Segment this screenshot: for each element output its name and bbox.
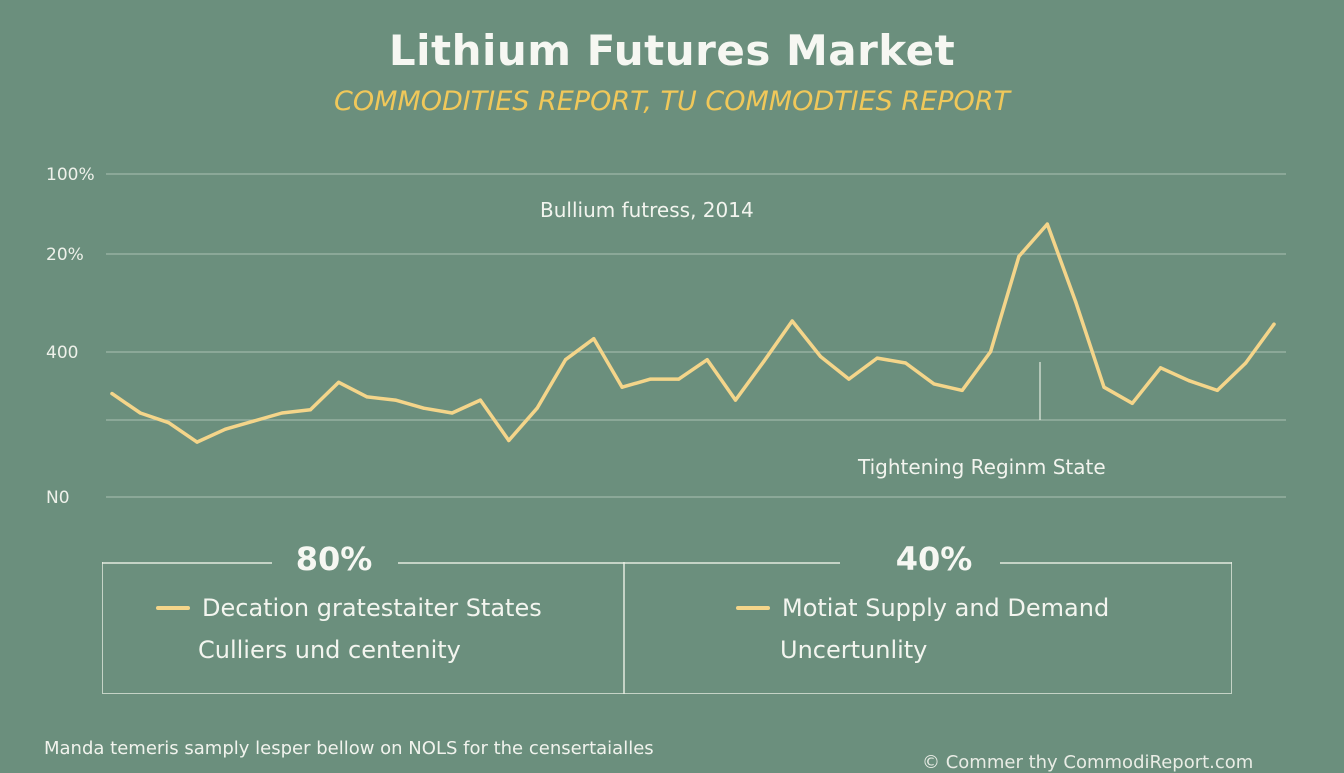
y-tick-label: 20%: [46, 245, 84, 265]
data-point: [167, 421, 171, 425]
data-point: [1272, 322, 1276, 326]
regime-label: Tightening Reginm State: [857, 455, 1106, 479]
data-point: [989, 350, 993, 354]
data-point: [1244, 361, 1248, 365]
data-point: [450, 411, 454, 415]
data-point: [733, 398, 738, 402]
legend-item-left: Decation gratestaiter States: [156, 594, 542, 622]
data-point: [422, 406, 426, 410]
legend-sublabel-right: Uncertunlity: [780, 636, 928, 664]
legend-swatch-left: [156, 606, 190, 610]
legend-swatch-right: [736, 606, 770, 610]
legend-item-right: Motiat Supply and Demand: [736, 594, 1109, 622]
data-point: [1215, 388, 1219, 392]
data-point: [365, 395, 369, 399]
chart-grid: [106, 173, 1286, 498]
stat-value-right: 40%: [895, 540, 973, 578]
stats-box-top-middle: [398, 562, 840, 564]
legend-label-right: Motiat Supply and Demand: [782, 594, 1110, 622]
stats-box: [102, 562, 1232, 694]
data-point: [904, 361, 908, 365]
data-point: [195, 440, 199, 444]
data-point: [280, 411, 284, 415]
data-point: [677, 377, 681, 381]
chart-inner-label: Bullium futress, 2014: [540, 198, 754, 222]
data-point: [818, 354, 823, 359]
data-point: [932, 382, 936, 386]
footer-copyright: © Commer thy CommodiReport.com: [922, 752, 1254, 773]
data-point: [1159, 366, 1163, 370]
data-point: [875, 356, 879, 360]
chart-subtitle: COMMODITIES REPORT, TU COMMODTIES REPORT: [334, 86, 1010, 117]
data-point: [337, 380, 341, 384]
data-point: [705, 358, 709, 362]
data-point: [847, 377, 851, 381]
data-point: [507, 438, 511, 443]
stats-divider: [623, 562, 625, 694]
legend-label-left: Decation gratestaiter States: [202, 594, 542, 622]
data-point: [223, 427, 227, 431]
legend-sublabel-left: Culliers und centenity: [198, 636, 461, 664]
data-point: [960, 388, 964, 392]
data-point: [563, 358, 568, 362]
data-point: [790, 319, 794, 323]
y-tick-label: 100%: [46, 165, 95, 185]
footer-note: Manda temeris samply lesper bellow on NO…: [44, 738, 654, 759]
data-point: [620, 385, 624, 389]
data-point: [252, 419, 256, 423]
series-group: [110, 222, 1276, 444]
data-point: [648, 377, 653, 381]
data-point: [308, 408, 312, 412]
y-tick-label: N0: [46, 488, 70, 508]
y-tick-label: 400: [46, 343, 78, 363]
data-point: [762, 359, 766, 363]
stats-box-top-right: [1000, 562, 1232, 564]
y-axis-ticks: 100% 20% 400 N0: [46, 165, 95, 508]
stat-value-left: 80%: [295, 540, 373, 578]
data-point: [1017, 254, 1021, 258]
data-point: [1074, 300, 1078, 304]
stats-box-top-left: [102, 562, 272, 564]
data-point: [535, 406, 539, 410]
data-point: [1102, 385, 1106, 389]
chart-title: Lithium Futures Market: [388, 26, 956, 75]
data-point: [1130, 401, 1134, 405]
data-point: [1187, 379, 1191, 383]
data-point: [138, 411, 142, 415]
data-point: [110, 392, 114, 396]
data-point: [592, 337, 596, 341]
data-point: [478, 398, 482, 402]
data-point: [1045, 222, 1049, 226]
data-point: [393, 398, 397, 402]
series-line: [110, 222, 1276, 444]
